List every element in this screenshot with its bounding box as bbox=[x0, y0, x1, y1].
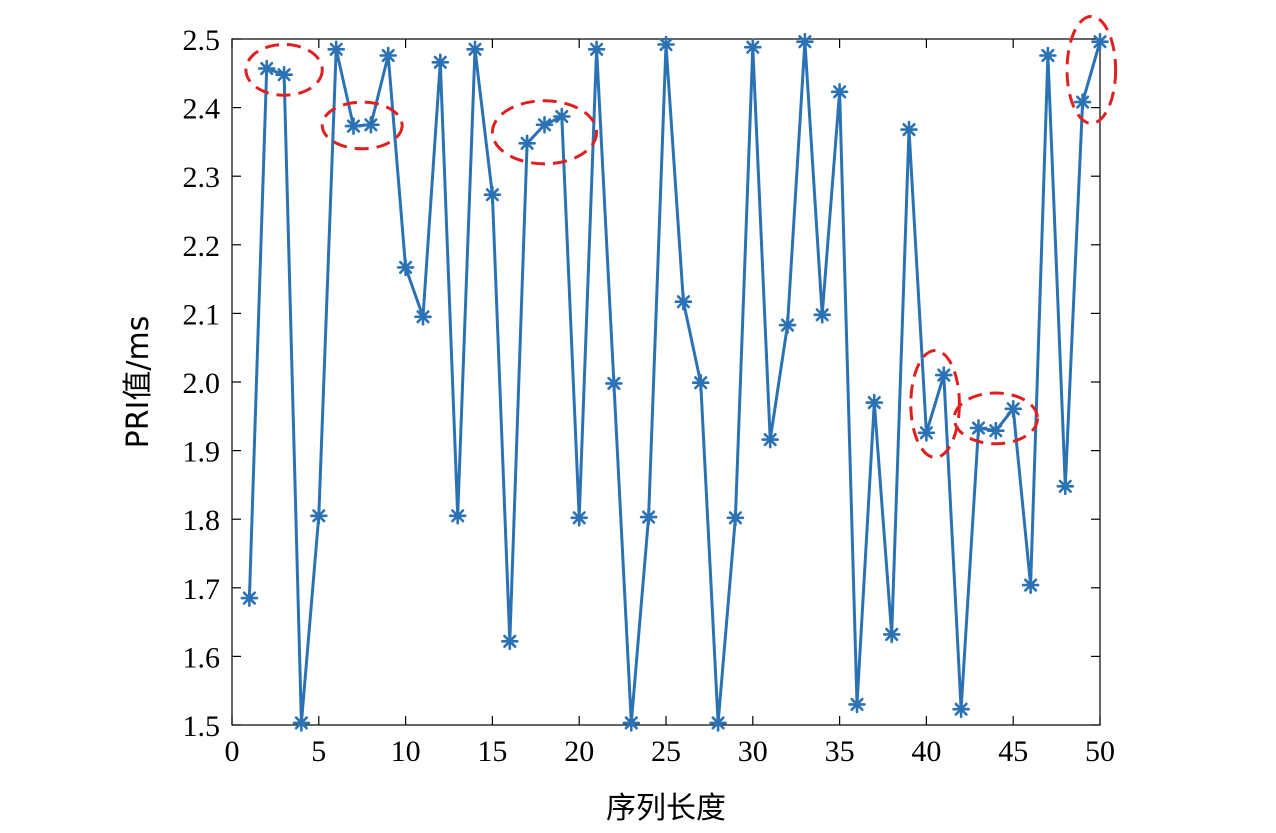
data-point bbox=[309, 506, 328, 525]
series-line bbox=[247, 40, 1102, 725]
y-tick-label: 2.1 bbox=[183, 298, 221, 331]
x-tick-label: 0 bbox=[225, 735, 240, 768]
x-tick-label: 10 bbox=[391, 735, 421, 768]
data-point bbox=[1021, 576, 1040, 594]
y-tick-label: 1.6 bbox=[183, 641, 221, 674]
annotation-layer bbox=[244, 14, 1118, 459]
y-tick-label: 2.0 bbox=[183, 367, 221, 400]
data-point bbox=[882, 625, 901, 644]
data-point bbox=[327, 40, 346, 59]
y-tick-label: 1.9 bbox=[183, 436, 221, 469]
data-point bbox=[570, 508, 589, 527]
y-tick-label: 2.5 bbox=[183, 24, 221, 57]
data-point bbox=[830, 83, 849, 101]
data-point bbox=[396, 258, 415, 277]
data-point bbox=[379, 46, 398, 65]
data-point bbox=[448, 506, 467, 525]
y-axis-ticks: 1.5 1.6 1.7 1.8 1.9 2.0 2.1 2.2 2.3 2.4 2.5 bbox=[183, 24, 1100, 743]
data-point bbox=[761, 430, 780, 449]
data-point bbox=[240, 589, 259, 607]
y-tick-label: 2.4 bbox=[183, 93, 221, 126]
x-tick-label: 20 bbox=[564, 735, 594, 768]
data-point bbox=[500, 632, 519, 651]
x-axis-label: 序列长度 bbox=[606, 791, 726, 826]
data-point bbox=[900, 120, 918, 139]
highlight-ellipse bbox=[244, 42, 324, 97]
highlight-ellipse bbox=[1065, 14, 1118, 125]
data-point bbox=[709, 714, 727, 732]
data-point bbox=[639, 508, 658, 526]
data-point bbox=[726, 508, 745, 527]
data-point bbox=[466, 40, 484, 59]
data-point bbox=[605, 374, 623, 393]
data-point bbox=[865, 393, 884, 412]
data-point bbox=[1073, 93, 1092, 111]
data-point bbox=[657, 35, 675, 54]
data-point bbox=[552, 107, 571, 126]
data-point bbox=[431, 53, 450, 72]
data-point bbox=[362, 116, 380, 134]
data-point bbox=[414, 307, 432, 326]
data-point bbox=[848, 695, 866, 714]
data-point bbox=[969, 419, 988, 437]
data-point bbox=[275, 65, 293, 84]
x-tick-label: 30 bbox=[738, 735, 768, 768]
x-tick-label: 25 bbox=[651, 735, 681, 768]
y-tick-label: 1.8 bbox=[183, 504, 221, 537]
y-tick-label: 1.5 bbox=[183, 710, 221, 743]
x-tick-label: 15 bbox=[477, 735, 507, 768]
plot-area bbox=[231, 38, 1101, 726]
series-layer bbox=[240, 32, 1109, 732]
y-tick-label: 2.2 bbox=[183, 230, 221, 263]
data-point bbox=[813, 305, 832, 324]
x-tick-label: 5 bbox=[311, 735, 326, 768]
data-point bbox=[1039, 46, 1057, 65]
x-tick-label: 40 bbox=[911, 735, 941, 768]
data-point bbox=[691, 373, 710, 392]
highlight-ellipse bbox=[320, 100, 404, 151]
highlight-ellipse bbox=[952, 391, 1040, 446]
data-point bbox=[257, 59, 276, 78]
data-point bbox=[518, 134, 536, 153]
data-point bbox=[952, 700, 970, 719]
x-axis-ticks: 0 5 10 15 20 25 30 35 40 45 50 bbox=[225, 39, 1115, 768]
data-point bbox=[934, 366, 953, 384]
data-point bbox=[483, 185, 502, 204]
y-tick-label: 2.3 bbox=[183, 161, 221, 194]
data-point bbox=[986, 421, 1005, 440]
data-point bbox=[778, 316, 797, 334]
data-point bbox=[292, 714, 311, 732]
y-tick-label: 1.7 bbox=[183, 573, 221, 606]
x-tick-label: 45 bbox=[998, 735, 1028, 768]
y-axis-label: PRI值/ms bbox=[121, 316, 156, 449]
x-tick-label: 35 bbox=[825, 735, 855, 768]
data-point bbox=[344, 117, 363, 135]
data-point bbox=[674, 292, 693, 311]
data-point bbox=[1004, 399, 1023, 418]
data-point bbox=[917, 423, 936, 442]
data-point bbox=[743, 38, 762, 57]
data-point bbox=[796, 32, 814, 51]
data-point bbox=[587, 40, 606, 59]
data-point bbox=[622, 714, 641, 732]
x-tick-label: 50 bbox=[1085, 735, 1115, 768]
data-point bbox=[1056, 477, 1075, 496]
highlight-ellipse bbox=[490, 99, 599, 166]
data-point bbox=[1091, 32, 1109, 51]
data-point bbox=[535, 116, 554, 134]
